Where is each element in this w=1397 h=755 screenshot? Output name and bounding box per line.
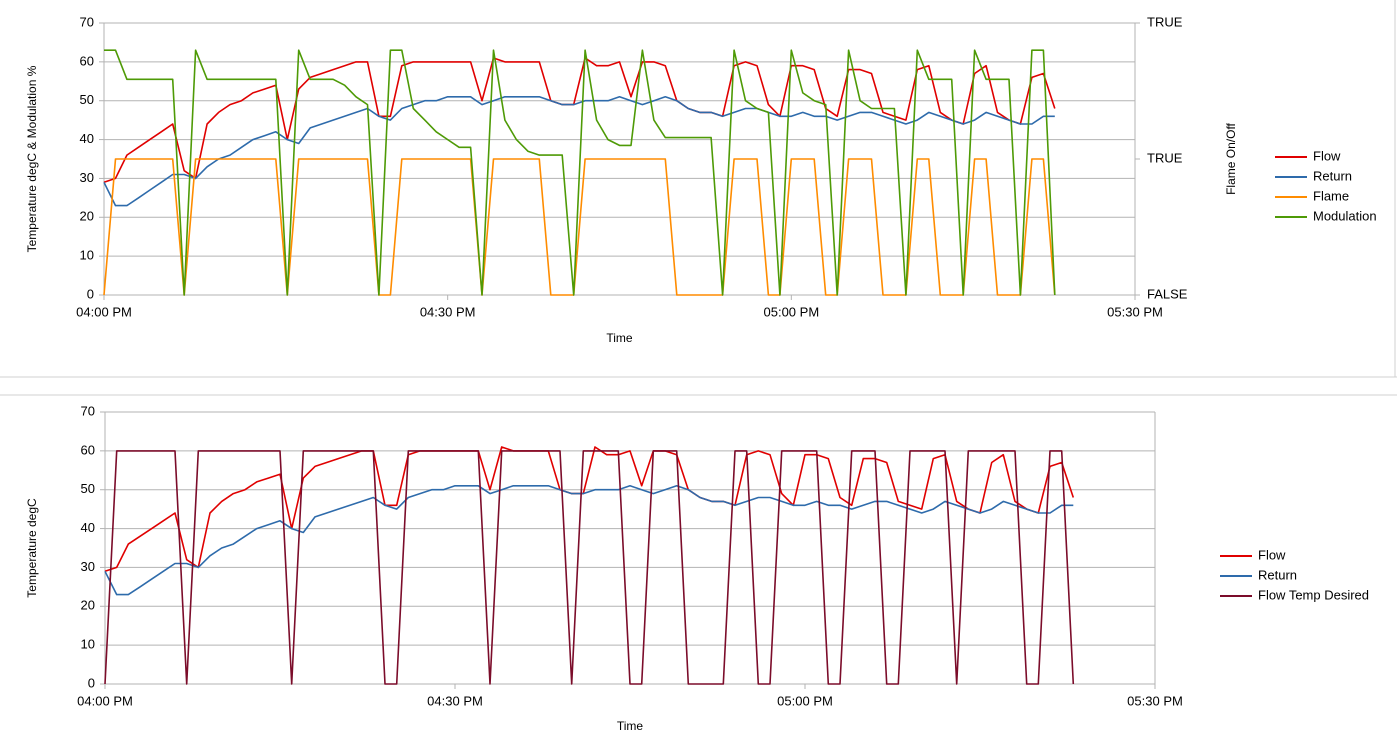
y2-tick-label: FALSE (1147, 286, 1188, 301)
x-tick-label: 04:30 PM (420, 304, 476, 319)
x-tick-label: 05:00 PM (777, 693, 833, 708)
series-line (104, 485, 1074, 596)
x-tick-label: 05:30 PM (1107, 304, 1163, 319)
x-axis-title: Time (606, 331, 633, 345)
series-line (103, 158, 1056, 296)
legend-label: Return (1313, 168, 1352, 183)
series-line (104, 450, 1075, 685)
x-axis-title: Time (617, 719, 644, 733)
y-tick-label: 0 (87, 286, 94, 301)
legend-label: Flame (1313, 188, 1349, 203)
y2-axis-title: Flame On/Off (1224, 122, 1238, 194)
y-tick-label: 50 (80, 92, 94, 107)
x-tick-label: 04:00 PM (76, 304, 132, 319)
y-tick-label: 10 (80, 248, 94, 263)
y-tick-label: 70 (81, 403, 95, 418)
series-line (103, 96, 1055, 207)
y-tick-label: 20 (81, 598, 95, 613)
y2-tick-label: TRUE (1147, 150, 1183, 165)
y-tick-label: 50 (81, 481, 95, 496)
legend-label: Return (1258, 567, 1297, 582)
x-tick-label: 04:30 PM (427, 693, 483, 708)
x-tick-label: 04:00 PM (77, 693, 133, 708)
y-tick-label: 10 (81, 637, 95, 652)
y-axis-title: Temperature degC & Modulation % (25, 65, 39, 252)
y-tick-label: 30 (81, 559, 95, 574)
series-line (104, 49, 1056, 296)
legend-label: Flow (1258, 547, 1286, 562)
y-tick-label: 20 (80, 209, 94, 224)
x-tick-label: 05:30 PM (1127, 693, 1183, 708)
y-tick-label: 40 (81, 520, 95, 535)
y-tick-label: 30 (80, 170, 94, 185)
legend-label: Flow (1313, 148, 1341, 163)
y-tick-label: 60 (81, 442, 95, 457)
y2-tick-label: TRUE (1147, 14, 1183, 29)
y-axis-title: Temperature degC (25, 498, 39, 598)
x-tick-label: 05:00 PM (764, 304, 820, 319)
series-line (103, 57, 1056, 184)
y-tick-label: 0 (88, 675, 95, 690)
legend-label: Flow Temp Desired (1258, 587, 1369, 602)
series-line (104, 446, 1075, 573)
y-tick-label: 60 (80, 53, 94, 68)
y-tick-label: 40 (80, 131, 94, 146)
legend-label: Modulation (1313, 208, 1377, 223)
y-tick-label: 70 (80, 14, 94, 29)
